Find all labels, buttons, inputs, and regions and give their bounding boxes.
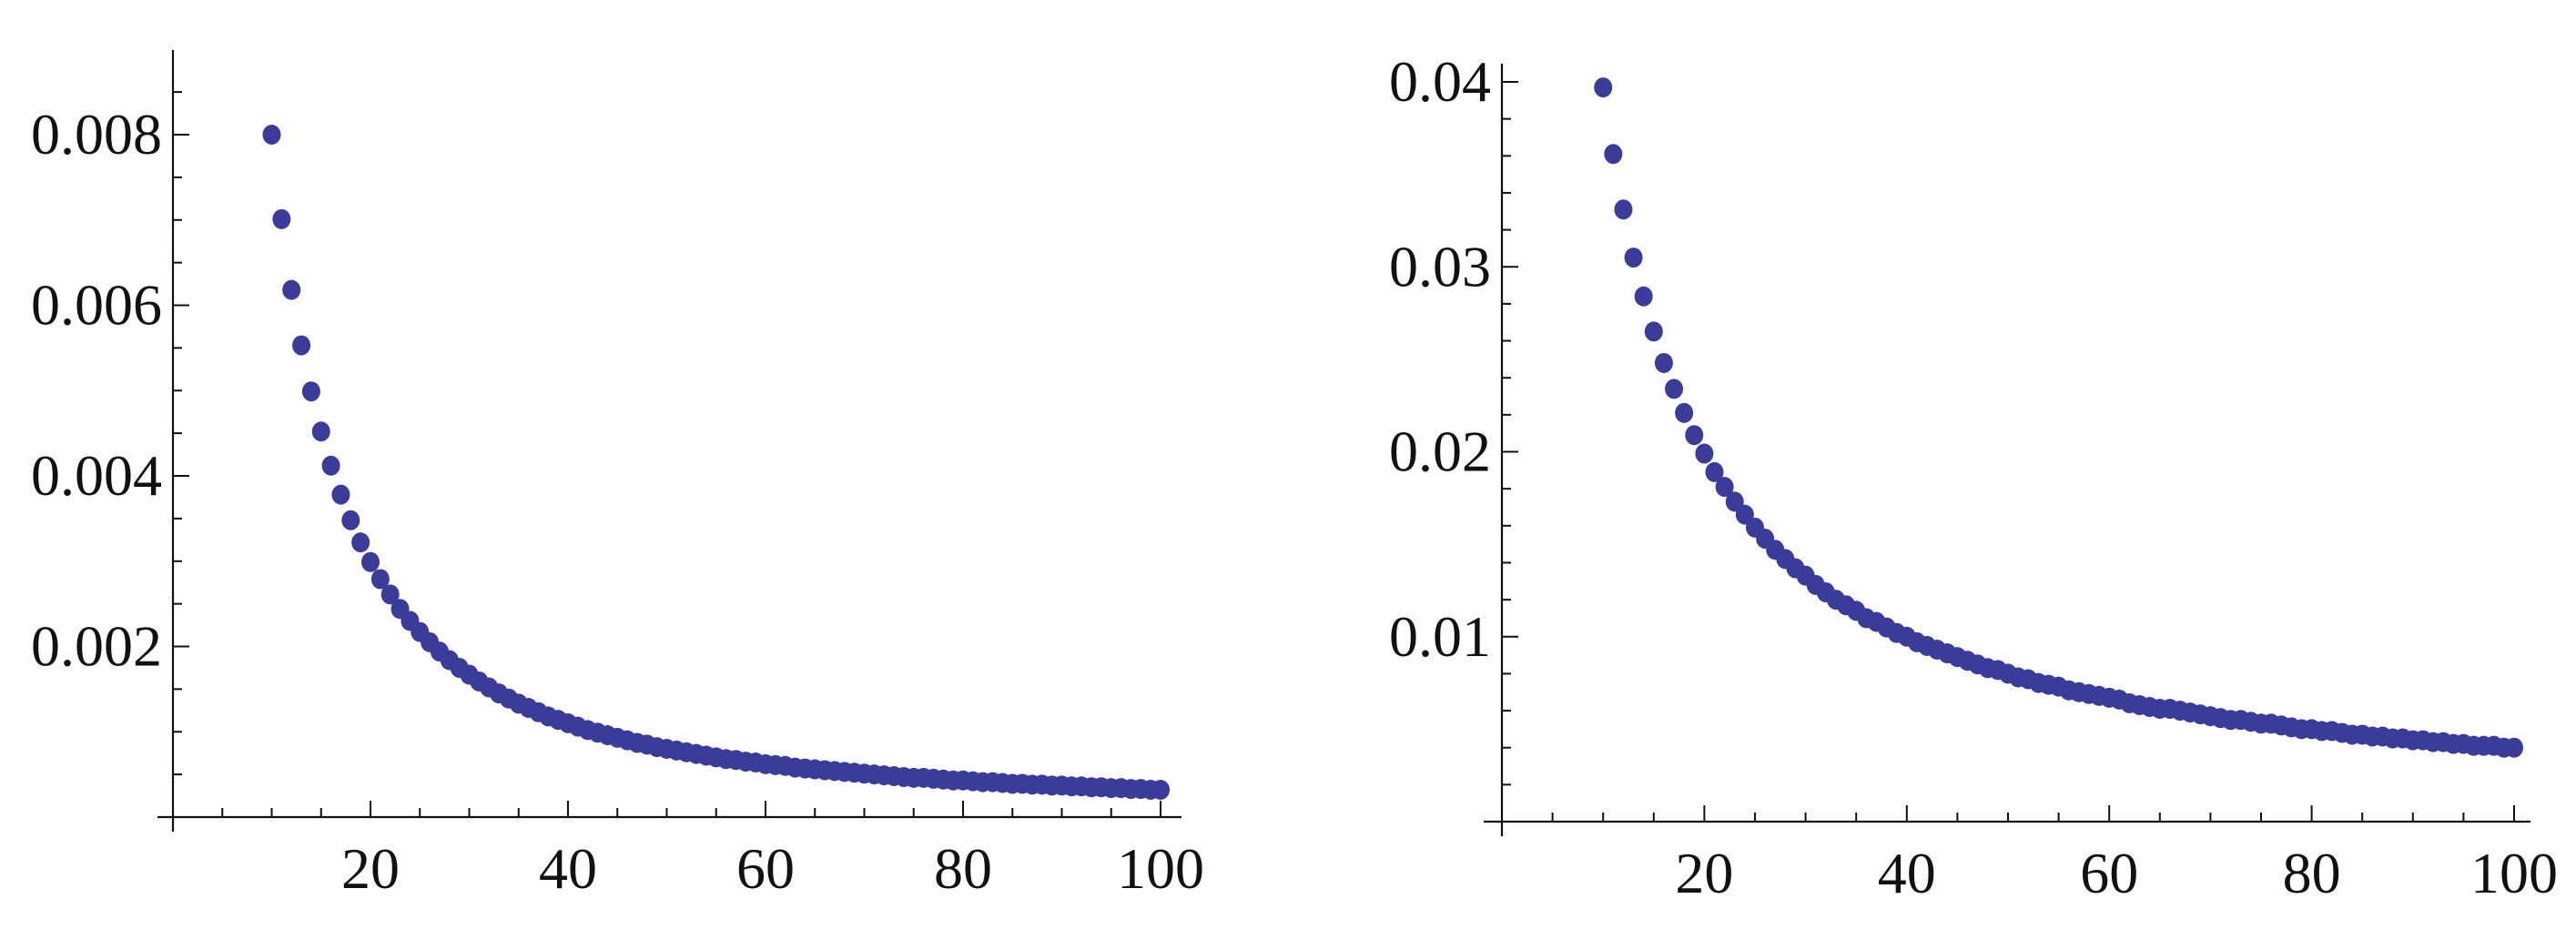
left-data-point — [351, 532, 370, 553]
left-data-point — [370, 569, 390, 590]
right-y-tick-label: 0.03 — [1389, 234, 1491, 298]
right-data-point — [1654, 352, 1673, 373]
left-data-point — [272, 208, 291, 229]
left-scatter-chart: 20 40 60 80 100 0.002 0.004 0.006 0.008 — [31, 50, 1204, 901]
right-x-tick-label: 100 — [2470, 841, 2558, 905]
right-data-point — [1715, 477, 1734, 498]
right-y-tick-label: 0.02 — [1389, 419, 1491, 484]
right-data-point — [1725, 491, 1744, 512]
left-y-tick-label: 0.002 — [31, 614, 162, 679]
left-data-point — [301, 381, 320, 402]
right-x-tick-label: 80 — [2283, 841, 2341, 905]
left-y-tick-label: 0.008 — [31, 102, 162, 167]
right-x-tick-label: 60 — [2080, 841, 2138, 905]
right-data-point — [1705, 461, 1724, 482]
left-y-tick-label: 0.006 — [31, 273, 162, 338]
right-data-point — [1735, 504, 1754, 525]
left-x-tick-label: 100 — [1117, 836, 1204, 901]
left-data-point — [1151, 780, 1170, 800]
right-data-point — [1644, 321, 1663, 342]
left-data-point — [331, 484, 350, 505]
right-data-point — [1634, 286, 1653, 307]
right-data-point — [1614, 199, 1633, 220]
left-data-point — [311, 421, 330, 442]
left-data-point — [262, 125, 281, 145]
left-y-tick-label: 0.004 — [31, 443, 162, 508]
right-data-point — [1594, 77, 1613, 98]
right-y-tick-label: 0.04 — [1389, 49, 1491, 114]
left-data-point — [282, 279, 301, 300]
left-data-point — [292, 335, 311, 356]
right-data-point — [1675, 402, 1694, 423]
right-y-tick-label: 0.01 — [1389, 604, 1491, 669]
left-x-tick-label: 40 — [539, 836, 597, 901]
right-data-point — [1624, 247, 1643, 268]
right-data-point — [1665, 379, 1684, 399]
left-data-point — [380, 584, 400, 605]
right-data-point — [1695, 443, 1714, 464]
right-scatter-chart: 20 40 60 80 100 0.01 0.02 0.03 0.04 — [1389, 49, 2558, 905]
left-data-point — [321, 455, 340, 476]
left-x-tick-label: 20 — [341, 836, 400, 901]
right-x-tick-label: 20 — [1675, 841, 1733, 905]
left-x-tick-label: 60 — [736, 836, 795, 901]
left-x-tick-label: 80 — [934, 836, 992, 901]
right-data-point — [1685, 425, 1704, 446]
right-x-tick-label: 40 — [1878, 841, 1936, 905]
left-data-point — [361, 551, 380, 572]
right-data-point — [1604, 144, 1623, 165]
right-data-point — [2505, 737, 2523, 758]
left-data-point — [341, 510, 360, 530]
